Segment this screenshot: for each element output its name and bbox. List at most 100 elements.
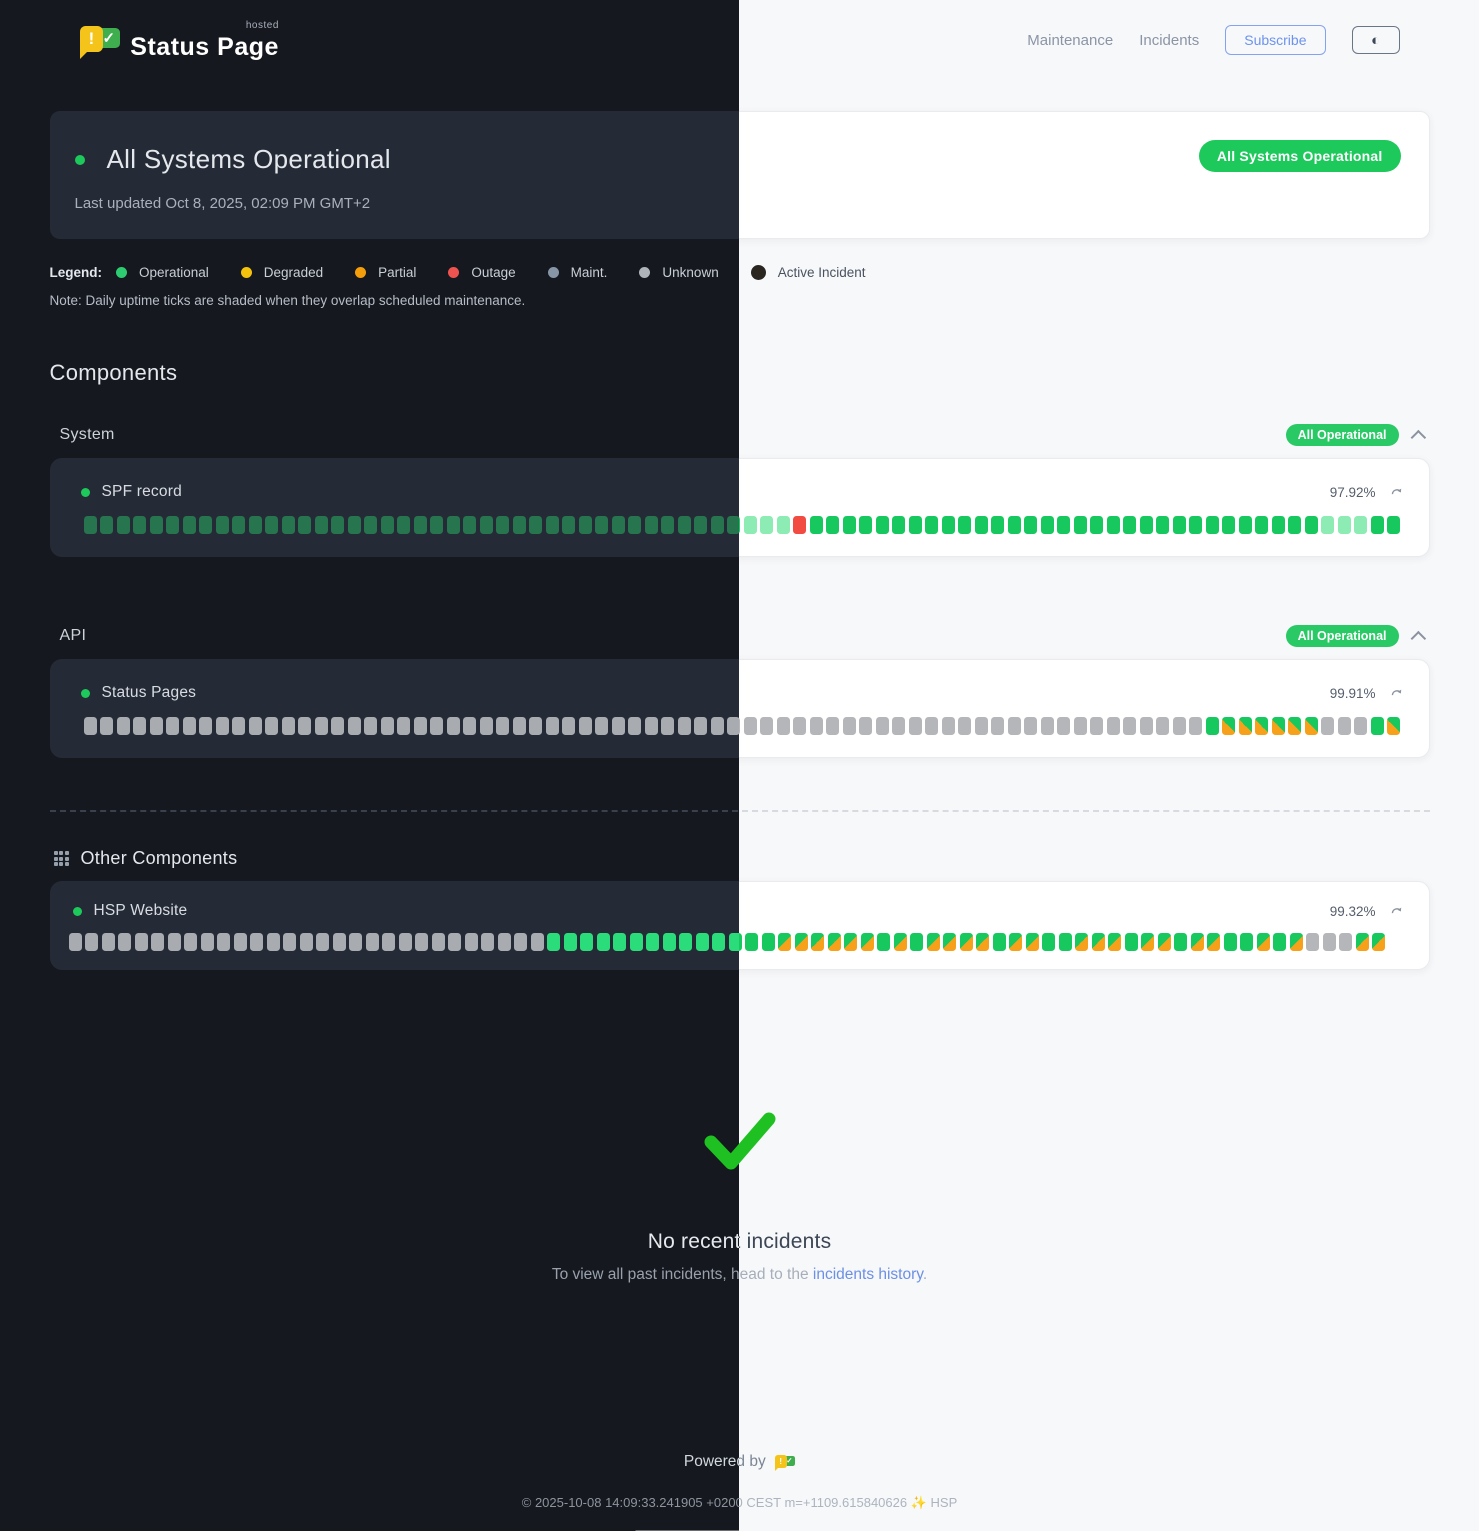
last-updated-text: Last updated Oct 8, 2025, 02:09 PM GMT+2 [74, 195, 371, 212]
uptime-tick [1124, 933, 1138, 951]
uptime-tick [182, 717, 196, 735]
uptime-tick [232, 717, 245, 735]
uptime-tick [1256, 933, 1270, 951]
status-page-logo-icon[interactable]: ! ✓ [774, 1452, 796, 1472]
uptime-tick [694, 717, 707, 735]
uptime-tick [1190, 933, 1204, 951]
uptime-tick [1288, 516, 1301, 534]
uptime-tick [547, 933, 560, 951]
uptime-tick [1271, 717, 1285, 735]
refresh-icon[interactable] [1390, 687, 1403, 700]
uptime-tick [283, 933, 296, 951]
uptime-tick [728, 933, 739, 951]
uptime-tick [415, 933, 428, 951]
header: ! ✓ Status Page hosted Maintenance Incid… [739, 0, 1430, 66]
chevron-up-icon[interactable] [1410, 630, 1426, 646]
incidents-subtext: To view all past incidents, head to the … [50, 1266, 739, 1284]
uptime-tick [710, 717, 724, 735]
uptime-tick [497, 933, 511, 951]
theme-toggle-button[interactable]: ◐ [1351, 26, 1400, 54]
uptime-tick [859, 717, 872, 735]
status-page-logo-icon: ! ✓ [79, 20, 121, 59]
uptime-tick [661, 717, 674, 735]
uptime-tick [739, 516, 740, 534]
chevron-up-icon[interactable] [1410, 429, 1426, 445]
uptime-tick [662, 933, 676, 951]
no-incidents-title: No recent incidents [647, 1230, 832, 1253]
uptime-tick [1238, 516, 1252, 534]
uptime-tick [1273, 933, 1286, 951]
uptime-tick [545, 516, 559, 534]
uptime-tick [479, 516, 493, 534]
uptime-tick [266, 933, 280, 951]
uptime-tick [727, 516, 739, 534]
uptime-tick [1141, 933, 1154, 951]
component-card-hsp-website: HSP Website 99.32% [49, 881, 739, 970]
uptime-tick [1337, 717, 1351, 735]
uptime-tick [1075, 933, 1088, 951]
uptime-tick [448, 933, 461, 951]
uptime-tick [793, 516, 806, 534]
nav-maintenance[interactable]: Maintenance [1027, 31, 1114, 49]
uptime-tick [1321, 516, 1334, 534]
uptime-tick [661, 516, 674, 534]
uptime-tick [1025, 933, 1039, 951]
legend-item-label: Degraded [263, 265, 324, 280]
refresh-icon[interactable] [1390, 486, 1403, 499]
group-status-badge: All Operational [1285, 625, 1399, 647]
uptime-tick [1306, 933, 1319, 951]
uptime-tick [68, 933, 82, 951]
uptime-tick [398, 933, 412, 951]
legend-item-label: Operational [139, 265, 209, 280]
incidents-history-link[interactable]: incidents history [812, 1266, 923, 1283]
uptime-tick [1174, 933, 1187, 951]
uptime-tick [1354, 516, 1367, 534]
uptime-tick [1073, 717, 1087, 735]
uptime-tick [1040, 516, 1054, 534]
legend-item-label: Outage [471, 265, 516, 280]
uptime-tick [710, 516, 724, 534]
uptime-tick [739, 933, 742, 951]
group-header-api: API All Operational [739, 625, 1430, 647]
uptime-tick [1157, 933, 1171, 951]
component-card-hsp-website: HSP Website 99.32% [739, 881, 1430, 970]
uptime-tick [250, 933, 263, 951]
uptime-tick [215, 717, 229, 735]
uptime-tick [299, 933, 313, 951]
big-check-icon [739, 1112, 775, 1164]
operational-dot [74, 154, 85, 165]
uptime-tick [182, 516, 196, 534]
uptime-tick [562, 717, 575, 735]
component-name: Status Pages [101, 684, 197, 701]
uptime-tick [991, 516, 1004, 534]
refresh-icon[interactable] [1390, 905, 1403, 918]
uptime-tick [1091, 933, 1105, 951]
uptime-tick [908, 717, 922, 735]
uptime-tick [347, 516, 361, 534]
uptime-tick [1073, 516, 1087, 534]
uptime-tick [167, 933, 181, 951]
uptime-tick [1007, 516, 1021, 534]
footer: Powered by ! ✓ © 2025-10-08 14:09:33.241… [739, 1452, 1430, 1531]
nav-incidents[interactable]: Incidents [1139, 31, 1200, 49]
uptime-tick [1354, 717, 1367, 735]
other-components-header: Other Components [50, 848, 740, 869]
legend-label: Legend: [49, 265, 103, 280]
uptime-tick [563, 933, 577, 951]
uptime-tick [1024, 717, 1037, 735]
uptime-tick [166, 717, 179, 735]
outage-legend-dot [448, 267, 460, 278]
uptime-tick [298, 516, 311, 534]
uptime-tick [908, 516, 922, 534]
uptime-tick [941, 717, 955, 735]
uptime-tick [974, 516, 988, 534]
legend: Legend: Operational Degraded Partial Out… [739, 265, 1430, 280]
uptime-tick [844, 933, 857, 951]
uptime-tick [463, 717, 476, 735]
uptime-tick [925, 516, 938, 534]
uptime-tick [481, 933, 494, 951]
uptime-tick [314, 717, 328, 735]
brand-logo[interactable]: ! ✓ Status Page hosted [79, 20, 279, 59]
subscribe-button[interactable]: Subscribe [1225, 25, 1326, 55]
